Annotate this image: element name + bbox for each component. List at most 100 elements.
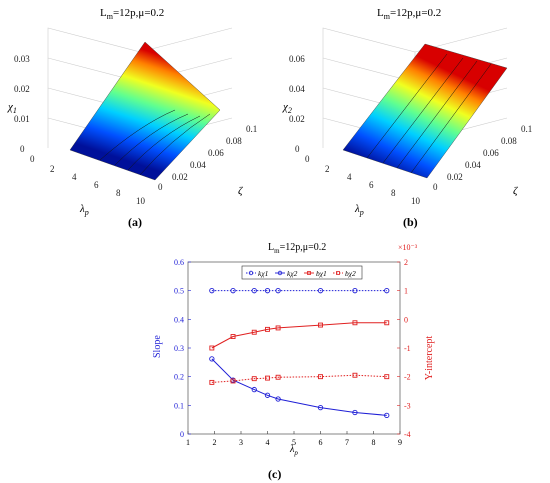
svg-text:0.04: 0.04 xyxy=(190,160,206,170)
svg-text:0.08: 0.08 xyxy=(226,136,242,146)
y-left-tick-label: 0.5 xyxy=(174,287,184,296)
y-left-tick-label: 0.2 xyxy=(174,373,184,382)
series-line-3 xyxy=(211,374,387,383)
series-point xyxy=(352,288,358,294)
y-tick-labels: 0 0.02 0.04 0.06 0.08 0.1 xyxy=(433,124,532,192)
series-point xyxy=(230,334,236,339)
y-right-tick-label: -3 xyxy=(404,401,411,410)
x-tick-label: 3 xyxy=(239,438,243,447)
panel-c-caption: (c) xyxy=(268,467,281,481)
x-tick-label: 4 xyxy=(266,438,270,447)
series-point xyxy=(384,412,390,419)
series-point xyxy=(265,375,270,381)
svg-text:0.02: 0.02 xyxy=(289,114,305,124)
x-tick-label: 2 xyxy=(213,438,217,447)
legend-label: kχ1 xyxy=(258,269,268,278)
series-point xyxy=(352,409,358,416)
surface-plot-chi1: Lm=12p,μ=0.2 0 0.01 0.02 0.03 χ1 0 2 4 6… xyxy=(7,7,257,229)
surface-plot-chi2: Lm=12p,μ=0.2 0 0.02 0.04 0.06 χ2 0 2 4 6… xyxy=(282,7,532,229)
svg-text:0.08: 0.08 xyxy=(501,136,517,146)
y-right-tick-label: -1 xyxy=(404,344,411,353)
svg-text:0.02: 0.02 xyxy=(172,172,188,182)
y-left-tick-label: 0.3 xyxy=(174,344,184,353)
x-tick-label: 1 xyxy=(186,438,190,447)
x-tick-labels: 0 2 4 6 8 10 xyxy=(305,154,421,206)
svg-text:0: 0 xyxy=(20,144,25,154)
legend-label: kχ2 xyxy=(287,269,298,278)
surface-contour-lines xyxy=(366,53,492,174)
svg-text:0: 0 xyxy=(30,154,35,164)
line-chart-slope-intercept: Lm=12p,μ=0.2 ×10⁻³ 1 2 3 4 5 6 7 8 9 0 0.1 0.2 0.3 0.… xyxy=(152,242,435,481)
series-point xyxy=(251,329,257,335)
legend-marker xyxy=(307,271,311,275)
legend-marker xyxy=(277,270,283,276)
panel-c-title: Lm=12p,μ=0.2 xyxy=(268,242,326,255)
series-point xyxy=(275,374,281,380)
svg-text:0.01: 0.01 xyxy=(14,114,30,124)
svg-text:0.04: 0.04 xyxy=(289,84,305,94)
y-left-tick-label: 0 xyxy=(180,430,184,439)
y-left-tick-label: 0.1 xyxy=(174,401,184,410)
svg-text:6: 6 xyxy=(369,180,374,190)
svg-text:10: 10 xyxy=(411,196,421,206)
legend-marker xyxy=(248,270,254,276)
svg-text:2: 2 xyxy=(325,164,330,174)
series-point xyxy=(275,396,281,402)
plot-area xyxy=(187,261,401,435)
svg-text:10: 10 xyxy=(136,196,146,206)
surface-chi1 xyxy=(69,41,221,181)
series-point xyxy=(251,386,257,393)
series-point xyxy=(251,288,257,294)
series-point xyxy=(209,379,215,385)
svg-text:0.06: 0.06 xyxy=(289,54,305,64)
y-right-tick-label: 1 xyxy=(404,287,408,296)
svg-text:8: 8 xyxy=(391,188,396,198)
y-left-tick-label: 0.6 xyxy=(174,258,184,267)
x-tick-label: 7 xyxy=(345,438,349,447)
x-axis-label: λp xyxy=(354,203,364,217)
series-point xyxy=(384,374,390,380)
series-point xyxy=(209,288,215,294)
series-point xyxy=(352,320,358,326)
x-tick-labels: 0 2 4 6 8 10 xyxy=(30,154,146,206)
series-point xyxy=(251,376,257,382)
svg-text:8: 8 xyxy=(116,188,121,198)
z-tick-labels: 0 0.02 0.04 0.06 xyxy=(289,54,305,154)
series-point xyxy=(264,392,271,398)
svg-text:6: 6 xyxy=(94,180,99,190)
svg-text:0.04: 0.04 xyxy=(465,160,481,170)
svg-text:0: 0 xyxy=(295,144,300,154)
x-tick-label: 6 xyxy=(319,438,323,447)
svg-text:0.1: 0.1 xyxy=(246,124,257,134)
svg-text:0.1: 0.1 xyxy=(521,124,532,134)
svg-text:2: 2 xyxy=(50,164,55,174)
series-point xyxy=(317,288,324,294)
panel-a-caption: (a) xyxy=(128,215,142,229)
y-right-tick-label: 2 xyxy=(404,258,408,267)
svg-text:0.06: 0.06 xyxy=(483,148,499,158)
y-axis-label: ζ xyxy=(238,185,244,197)
legend-label: bχ2 xyxy=(345,269,356,278)
panel-b-title: Lm=12p,μ=0.2 xyxy=(377,7,441,21)
y-left-tick-label: 0.4 xyxy=(174,315,184,324)
series-point xyxy=(209,345,215,351)
x-tick-label: 8 xyxy=(372,438,376,447)
y-right-tick-label: -2 xyxy=(404,373,411,382)
z-axis-label: χ2 xyxy=(282,101,292,115)
series-point xyxy=(230,378,236,384)
series-line-1 xyxy=(211,358,387,416)
series-point xyxy=(352,372,358,378)
series-line-2 xyxy=(211,322,387,349)
y-axis-label: ζ xyxy=(513,185,519,197)
series-point xyxy=(317,404,324,411)
svg-text:4: 4 xyxy=(347,172,352,182)
y-tick-labels: 0 0.02 0.04 0.06 0.08 0.1 xyxy=(158,124,257,192)
x-axis-label: λp xyxy=(79,203,89,217)
right-axis-exponent: ×10⁻³ xyxy=(398,243,418,252)
series-point xyxy=(318,322,323,328)
y-right-label: Y-intercept xyxy=(424,336,435,381)
legend: kχ1 kχ2 bχ1 bχ2 xyxy=(241,265,363,280)
series-point xyxy=(209,356,215,362)
x-tick-label: 9 xyxy=(398,438,402,447)
panel-a-title: Lm=12p,μ=0.2 xyxy=(100,7,164,21)
